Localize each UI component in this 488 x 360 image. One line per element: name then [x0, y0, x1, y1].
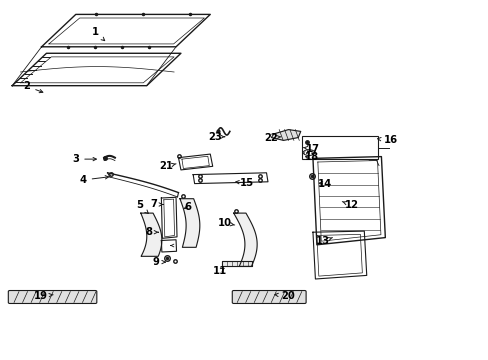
- Text: 21: 21: [159, 161, 176, 171]
- Polygon shape: [180, 199, 200, 247]
- Text: 13: 13: [315, 236, 332, 246]
- Polygon shape: [141, 213, 162, 256]
- Text: 2: 2: [23, 81, 43, 93]
- Text: 11: 11: [212, 266, 227, 276]
- Text: 3: 3: [72, 154, 96, 164]
- Text: 20: 20: [274, 291, 295, 301]
- Text: 23: 23: [208, 132, 224, 142]
- Text: 14: 14: [317, 179, 332, 189]
- Bar: [302, 136, 377, 159]
- Text: 1: 1: [92, 27, 104, 41]
- Text: 10: 10: [218, 218, 234, 228]
- Text: 12: 12: [342, 200, 358, 210]
- FancyBboxPatch shape: [232, 291, 305, 303]
- Text: 18: 18: [304, 152, 318, 162]
- Text: 9: 9: [152, 257, 165, 267]
- Polygon shape: [271, 130, 300, 140]
- Text: 22: 22: [264, 132, 281, 143]
- Polygon shape: [233, 213, 257, 266]
- Text: 16: 16: [377, 135, 397, 145]
- Text: 6: 6: [184, 202, 191, 212]
- FancyBboxPatch shape: [8, 291, 97, 303]
- Text: 5: 5: [136, 200, 148, 213]
- Polygon shape: [222, 261, 251, 266]
- Text: 17: 17: [303, 144, 319, 154]
- Text: 4: 4: [80, 175, 108, 185]
- Text: 15: 15: [235, 178, 253, 188]
- Text: 7: 7: [150, 199, 163, 210]
- Text: 19: 19: [34, 291, 53, 301]
- Text: 8: 8: [145, 227, 158, 237]
